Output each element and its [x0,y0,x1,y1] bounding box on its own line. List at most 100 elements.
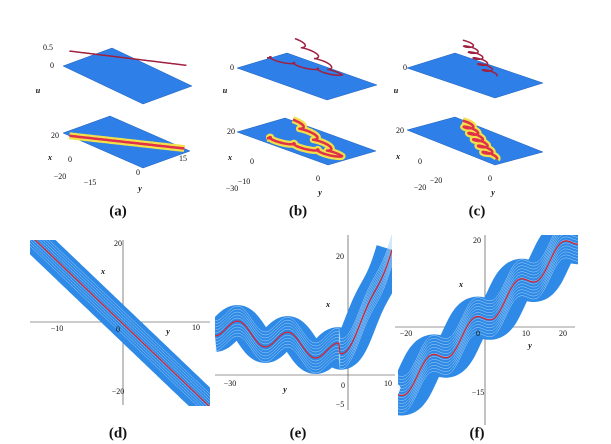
band-line [215,261,392,371]
band-line [215,243,392,353]
axis-label: 0 [230,63,234,72]
axis-label: 0 [316,174,320,183]
axis-label: 0 [418,157,422,166]
axis-label: −20 [400,329,413,338]
center-curve [215,249,392,359]
contour-core [266,118,344,158]
solution-band [30,240,210,406]
center-curve [34,240,210,406]
axis-label: −30 [224,379,237,388]
band-line [398,235,557,383]
axis-label: 20 [559,329,567,338]
axis-label: 20 [396,126,404,135]
band-line [398,257,578,413]
axis-label: x [325,300,330,309]
axis-label: −5 [336,400,345,409]
axis-label: x [47,153,52,162]
axis-label: y [282,385,287,394]
axis-label: −20 [414,183,427,192]
axis-label: y [527,341,532,350]
axis-label: 20 [114,239,122,248]
band-line [30,240,205,406]
axis-label: −20 [430,176,443,185]
axis-label: u [223,86,228,95]
panel-label: (a) [109,203,127,219]
panel-label: (e) [290,425,307,441]
axis-label: 0 [50,61,54,70]
band-line [32,240,208,406]
panel-label: (b) [289,203,307,219]
axis-label: −20 [112,387,125,396]
band-line [45,240,210,398]
axis-label: 10 [384,379,392,388]
band-line [398,254,578,410]
axis-label: 15 [179,154,187,163]
axis-label: 20 [51,131,59,140]
band-line [35,240,210,406]
band-line [398,245,578,401]
band-line [215,237,392,347]
axis-label: 0 [116,325,120,334]
axis-label: x [100,267,105,276]
band-line [30,242,202,406]
axis-label: x [227,153,232,162]
solution-band [398,235,578,416]
axis-label: 0 [488,174,492,183]
axis-label: −20 [54,172,67,181]
band-line [398,235,556,380]
axis-label: 0 [403,63,407,72]
axis-label: −15 [84,178,97,187]
axis-label: 10 [522,329,530,338]
axis-label: u [36,86,41,95]
band-line [398,235,560,386]
axis-label: x [395,152,400,161]
band-line [398,235,578,389]
axis-label: y [490,188,495,197]
band-line [48,240,210,395]
band-line [398,235,554,377]
band-line [398,242,578,398]
axis-label: 10 [192,323,200,332]
ridge-crest [69,50,187,67]
band-line [215,234,392,344]
axis-label: 0.5 [43,43,53,52]
panel-label: (c) [469,203,486,219]
ridge-crest [462,39,498,77]
contour-core [462,119,499,160]
band-line [215,258,392,368]
axis-label: −30 [226,184,239,193]
axis-label: u [394,86,399,95]
band-line [39,240,210,404]
ridge-crest [266,37,344,77]
center-curve [398,240,578,397]
band-line [30,245,198,406]
band-line [215,255,392,365]
axis-label: 0 [341,381,345,390]
axis-label: −10 [51,324,64,333]
axis-label: −15 [472,388,485,397]
band-line [398,248,578,404]
contour-core [69,134,185,150]
panel-label: (f) [470,425,485,441]
band-line [215,252,392,362]
band-line [398,236,578,392]
axis-label: 0 [136,168,140,177]
axis-label: y [137,184,142,193]
band-line [215,264,392,374]
band-line [215,240,392,350]
axis-label: 20 [227,127,235,136]
band-line [398,251,578,407]
axis-label: y [317,188,322,197]
solution-band [215,234,392,374]
axis-label: x [458,280,463,289]
axis-label: 0 [476,329,480,338]
axis-label: 0 [250,157,254,166]
axis-label: 20 [473,236,481,245]
band-line [42,240,210,401]
panel-label: (d) [109,425,127,441]
axis-label: 0 [68,155,72,164]
axis-label: y [165,327,170,336]
axis-label: 20 [336,252,344,261]
axis-label: −10 [238,177,251,186]
